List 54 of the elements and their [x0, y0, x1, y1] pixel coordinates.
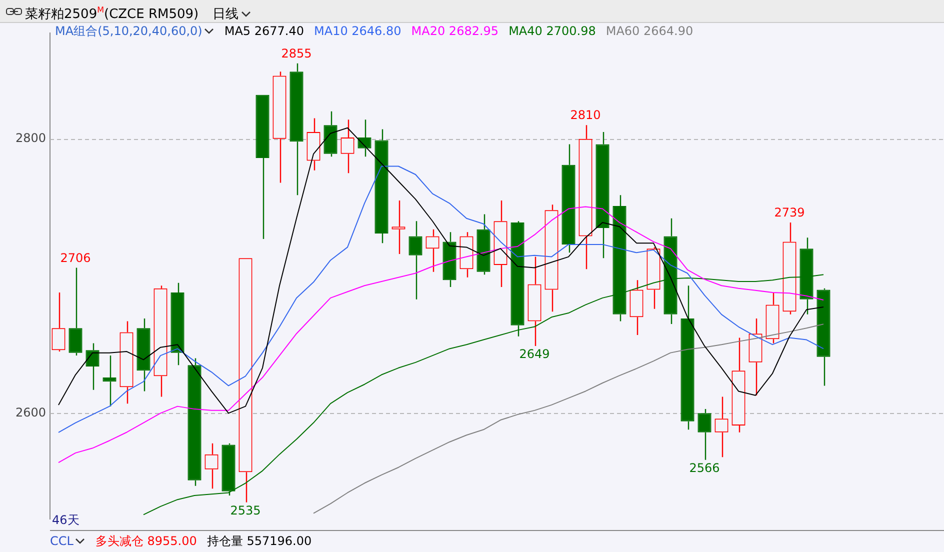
candlestick [324, 110, 338, 158]
candlestick [646, 246, 660, 310]
candlestick [680, 285, 694, 430]
candlestick [170, 282, 184, 366]
chart-title: 菜籽粕2509$^{M}$(CZCE RM509) [25, 6, 199, 22]
y-tick-label: 2800 [15, 130, 46, 145]
candlestick [816, 288, 830, 386]
candlestick [630, 280, 644, 336]
candlestick [596, 131, 610, 259]
annotation: 2810 [570, 108, 601, 122]
candlestick [748, 318, 762, 396]
text: MA60 2664.90 [606, 24, 694, 38]
candlestick [374, 128, 388, 244]
text: MA10 2646.80 [314, 24, 402, 38]
annotation: 2706 [60, 250, 91, 265]
candlestick [272, 71, 286, 184]
candlestick [136, 318, 150, 392]
annotation: 2535 [230, 503, 261, 518]
text: CCL [50, 534, 74, 548]
candlestick [528, 256, 542, 347]
legend-title: MA组合(5,10,20,40,60,0) [55, 24, 204, 38]
candlestick [782, 222, 796, 316]
candlestick [460, 232, 474, 278]
candlestick [766, 292, 780, 344]
text: 多头减仓 8955.00 [95, 534, 197, 548]
candlestick [102, 354, 116, 407]
candlestick [732, 337, 746, 433]
candlestick [442, 232, 456, 288]
text: MA20 2682.95 [411, 24, 499, 38]
candlestick [52, 292, 66, 352]
y-tick-label: 2600 [15, 405, 46, 420]
annotation: 2855 [281, 46, 312, 61]
candlestick [392, 200, 406, 255]
candlestick [306, 118, 320, 171]
candlestick [578, 124, 592, 270]
annotation: 2739 [774, 206, 805, 220]
candlestick [544, 204, 558, 312]
annotation: 46天 [52, 512, 80, 529]
candlestick [154, 285, 168, 398]
candlestick [238, 258, 252, 503]
text: 持仓量 557196.00 [206, 534, 312, 548]
candlestick [68, 267, 82, 356]
candlestick [290, 62, 304, 196]
text: MA5 2677.40 [224, 24, 304, 38]
candlestick [494, 200, 508, 288]
candlestick [120, 320, 134, 404]
chart-subtitle: 日线 [212, 7, 240, 22]
candlestick [256, 94, 270, 240]
annotation: 2566 [689, 460, 720, 475]
candlestick [188, 358, 202, 486]
annotation: 2649 [519, 347, 550, 362]
text: MA40 2700.98 [508, 24, 596, 38]
candlestick [476, 214, 490, 276]
candlestick [562, 144, 576, 254]
